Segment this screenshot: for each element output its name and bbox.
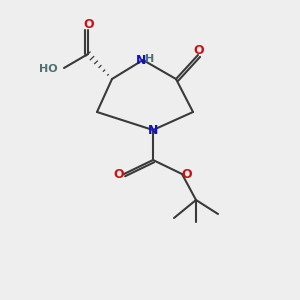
Text: O: O [114, 169, 124, 182]
Text: O: O [182, 169, 192, 182]
Text: N: N [136, 53, 146, 67]
Text: H: H [146, 54, 154, 64]
Text: N: N [148, 124, 158, 136]
Text: O: O [194, 44, 204, 56]
Text: HO: HO [39, 64, 58, 74]
Text: O: O [84, 19, 94, 32]
